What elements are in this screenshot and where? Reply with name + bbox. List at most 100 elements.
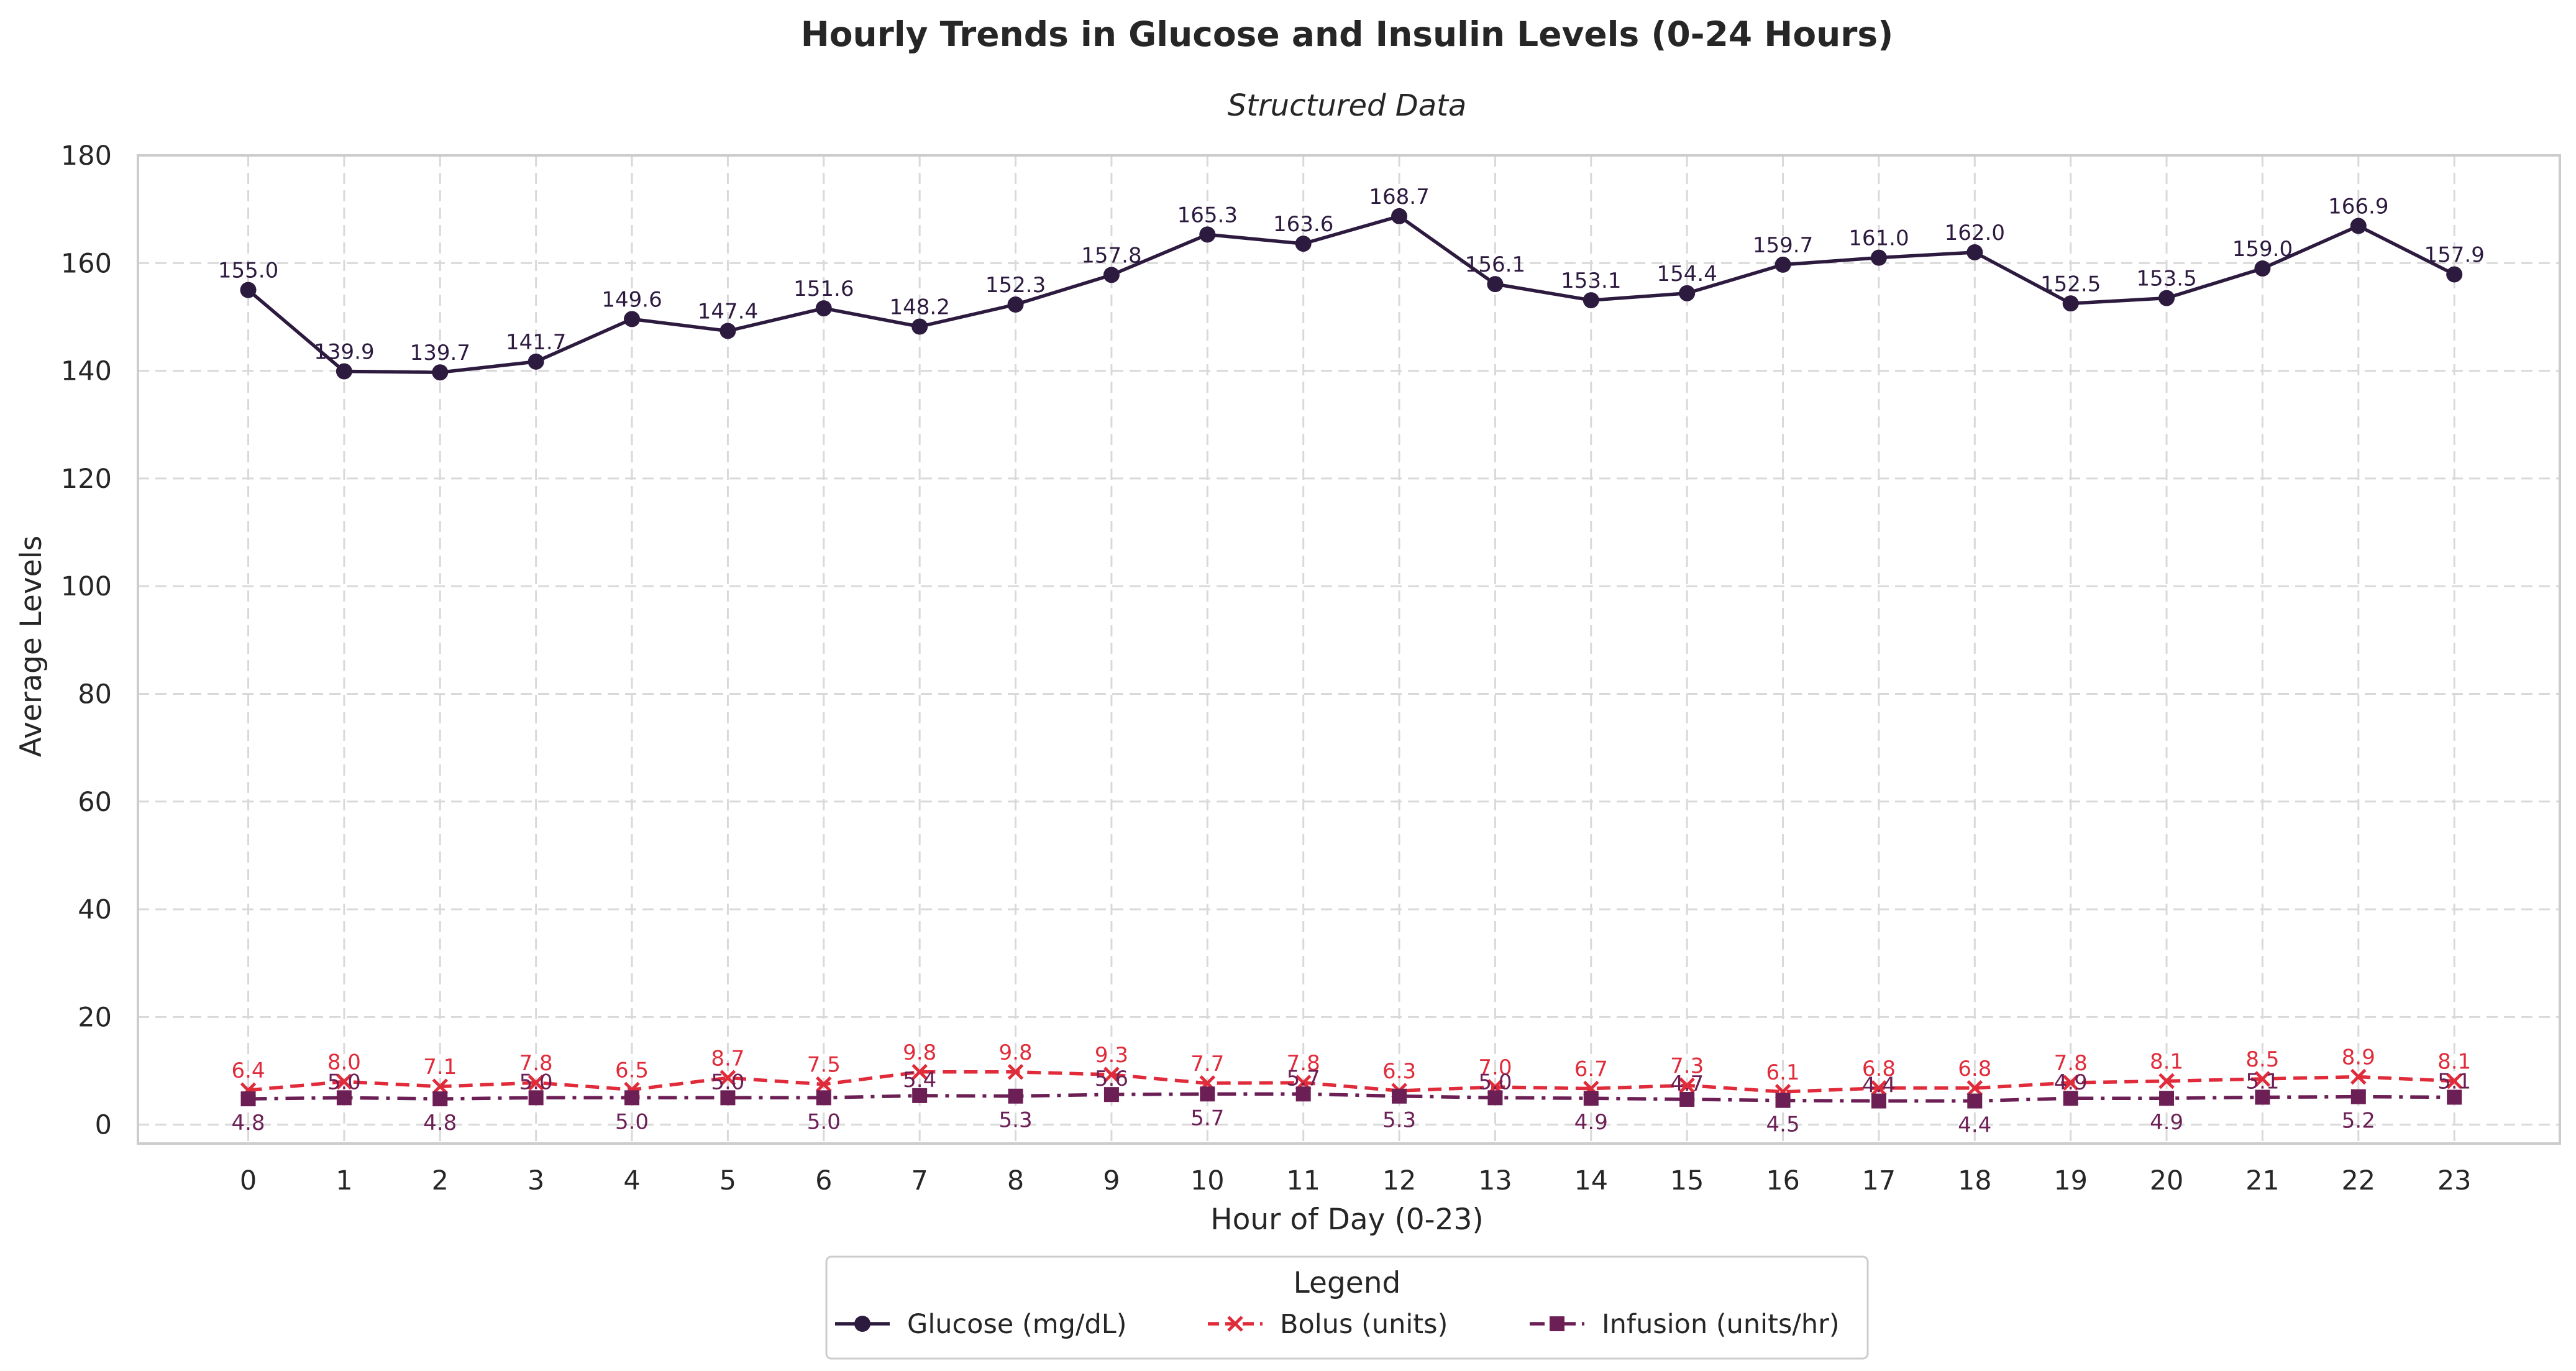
series-1-data-label: 8.7 xyxy=(711,1046,744,1071)
series-0-marker xyxy=(1295,236,1312,252)
series-0-marker xyxy=(1487,276,1504,293)
x-tick-label: 2 xyxy=(432,1165,449,1196)
series-1-data-label: 9.3 xyxy=(1095,1043,1128,1068)
x-tick-label: 18 xyxy=(1958,1165,1992,1196)
series-1-data-label: 7.3 xyxy=(1670,1053,1704,1078)
y-tick-label: 20 xyxy=(78,1002,112,1033)
series-2-marker xyxy=(1967,1093,1983,1109)
series-2-marker xyxy=(1775,1093,1791,1108)
series-2-data-label: 4.9 xyxy=(2054,1070,2088,1095)
series-2-data-label: 5.6 xyxy=(1095,1066,1128,1091)
series-lines xyxy=(247,214,2455,1103)
y-tick-label: 40 xyxy=(78,894,112,925)
series-2-marker xyxy=(1200,1086,1215,1102)
series-1-data-label: 8.5 xyxy=(2245,1047,2279,1072)
series-2-data-label: 4.4 xyxy=(1958,1113,1991,1138)
series-2-data-label: 5.0 xyxy=(807,1109,841,1134)
series-line-2 xyxy=(248,1092,2455,1103)
x-marker-stroke xyxy=(911,1063,928,1080)
series-2-marker xyxy=(432,1091,448,1107)
series-2-data-label: 5.7 xyxy=(1287,1066,1320,1091)
series-2-data-label: 5.0 xyxy=(711,1070,744,1094)
series-0-data-label: 157.8 xyxy=(1081,243,1141,268)
x-tick-label: 16 xyxy=(1766,1165,1800,1196)
series-0-data-label: 154.4 xyxy=(1657,262,1717,287)
series-1-marker xyxy=(2254,1071,2271,1087)
series-0-marker xyxy=(1199,226,1216,243)
x-tick-label: 15 xyxy=(1670,1165,1704,1196)
legend-label-1: Bolus (units) xyxy=(1280,1309,1448,1340)
series-2-data-label: 5.0 xyxy=(615,1109,649,1134)
series-1-data-label: 8.0 xyxy=(327,1050,361,1075)
x-marker-stroke xyxy=(2446,1073,2462,1089)
series-2-data-label: 5.0 xyxy=(327,1070,361,1094)
series-0-data-label: 151.6 xyxy=(793,277,854,301)
series-2-data-label: 4.7 xyxy=(1670,1071,1704,1096)
series-2-marker xyxy=(2350,1089,2366,1104)
x-tick-label: 20 xyxy=(2150,1165,2184,1196)
series-1-data-label: 6.1 xyxy=(1766,1060,1800,1085)
x-marker-stroke xyxy=(816,1076,832,1093)
series-0-marker xyxy=(336,363,352,380)
legend-title: Legend xyxy=(1294,1266,1401,1300)
series-1-marker xyxy=(432,1078,449,1094)
series-2-data-label: 5.0 xyxy=(1478,1070,1512,1094)
series-1-marker xyxy=(2446,1073,2462,1089)
series-2-data-label: 4.5 xyxy=(1766,1112,1800,1137)
series-markers xyxy=(240,208,2463,1109)
x-tick-label: 9 xyxy=(1103,1165,1120,1196)
x-marker-stroke xyxy=(2158,1073,2175,1089)
series-0-marker xyxy=(1870,249,1887,266)
series-0-marker xyxy=(528,353,544,370)
y-tick-label: 180 xyxy=(61,140,112,172)
y-tick-label: 0 xyxy=(95,1110,112,1141)
y-axis-ticks: 0 20 40 60 80 100 120 140 160 180 xyxy=(61,140,112,1141)
series-1-marker xyxy=(1871,1080,1887,1096)
series-0-marker xyxy=(911,318,928,335)
series-1-marker xyxy=(1966,1080,1983,1096)
series-0-data-label: 152.3 xyxy=(985,273,1046,298)
series-0-marker xyxy=(624,311,641,328)
x-marker-stroke xyxy=(1103,1066,1120,1083)
x-marker-stroke xyxy=(1871,1080,1887,1096)
series-0-data-label: 139.9 xyxy=(314,339,374,364)
series-0-data-label: 149.6 xyxy=(601,287,662,312)
x-tick-label: 19 xyxy=(2053,1165,2088,1196)
series-2-marker xyxy=(1008,1088,1023,1104)
series-1-data-label: 6.8 xyxy=(1958,1057,1991,1081)
x-tick-label: 12 xyxy=(1382,1165,1417,1196)
series-2-data-label: 4.4 xyxy=(1862,1073,1896,1098)
y-tick-label: 120 xyxy=(61,464,112,495)
series-2-marker xyxy=(1487,1090,1503,1106)
series-2-data-label: 5.4 xyxy=(903,1068,936,1093)
series-0-marker xyxy=(2350,218,2367,234)
x-tick-label: 11 xyxy=(1286,1165,1320,1196)
series-0-data-label: 147.4 xyxy=(698,299,758,324)
legend-box xyxy=(825,1255,1869,1360)
series-0-marker xyxy=(1583,292,1599,309)
series-2-data-label: 5.3 xyxy=(999,1108,1033,1133)
series-1-data-label: 7.0 xyxy=(1478,1055,1512,1080)
series-1-data-label: 7.7 xyxy=(1190,1052,1224,1076)
x-marker-stroke xyxy=(1966,1080,1983,1096)
x-marker-stroke xyxy=(432,1078,449,1094)
series-2-data-label: 5.1 xyxy=(2245,1069,2279,1094)
x-tick-label: 5 xyxy=(719,1165,736,1196)
y-tick-label: 140 xyxy=(61,356,112,387)
series-2-marker xyxy=(528,1090,544,1106)
series-2-marker xyxy=(912,1088,928,1103)
series-1-data-label: 6.8 xyxy=(1862,1057,1896,1081)
x-marker-stroke xyxy=(2062,1075,2079,1091)
series-0-marker xyxy=(1679,285,1696,301)
series-0-data-label: 153.1 xyxy=(1561,268,1621,293)
series-2-marker xyxy=(1871,1093,1886,1109)
x-tick-label: 1 xyxy=(336,1165,352,1196)
series-1-marker xyxy=(528,1075,544,1091)
series-2-marker xyxy=(240,1091,256,1107)
series-1-data-label: 7.8 xyxy=(2054,1051,2088,1076)
series-line-1 xyxy=(248,1070,2455,1094)
x-marker-stroke xyxy=(1227,1316,1243,1332)
series-1-marker xyxy=(2062,1075,2079,1091)
series-0-marker xyxy=(1103,267,1120,283)
